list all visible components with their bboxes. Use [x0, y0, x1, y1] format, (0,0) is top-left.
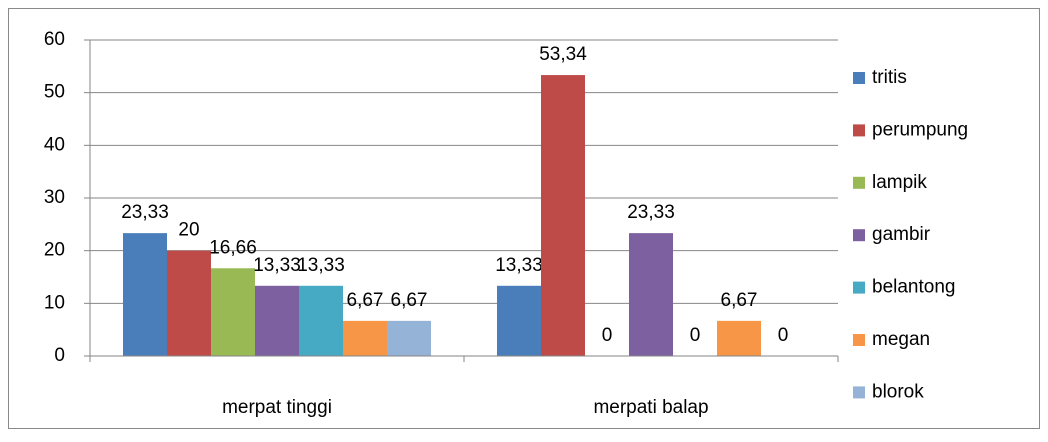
- bar: [497, 285, 541, 356]
- y-tick-label: 20: [44, 240, 65, 261]
- data-label: 0: [690, 325, 701, 346]
- legend-swatch: [853, 124, 865, 137]
- data-label: 13,33: [297, 255, 345, 276]
- data-label: 13,33: [495, 255, 543, 276]
- bar: [299, 285, 343, 356]
- legend-swatch: [853, 281, 865, 294]
- legend-label: perumpung: [872, 119, 968, 140]
- data-label: 23,33: [627, 202, 675, 223]
- bar: [167, 250, 211, 356]
- legend-label: gambir: [872, 224, 931, 245]
- legend-swatch: [853, 176, 865, 189]
- legend-label: belantong: [872, 277, 955, 298]
- data-label: 6,67: [721, 290, 758, 311]
- bar: [343, 320, 387, 356]
- y-tick-label: 10: [44, 292, 65, 313]
- bar: [255, 285, 299, 356]
- legend-label: lampik: [872, 172, 927, 193]
- data-label: 23,33: [121, 202, 169, 223]
- bar: [629, 233, 673, 356]
- bar: [123, 233, 167, 356]
- legend-swatch: [853, 72, 865, 84]
- legend-swatch: [853, 229, 865, 242]
- data-label: 0: [602, 325, 613, 346]
- legend-swatch: [853, 386, 865, 399]
- data-label: 0: [778, 325, 789, 346]
- legend-label: megan: [872, 329, 930, 350]
- bar: [211, 268, 255, 356]
- data-label: 53,34: [539, 44, 587, 65]
- chart-border: [8, 8, 1040, 429]
- bar: [387, 320, 431, 356]
- y-tick-label: 0: [54, 345, 65, 366]
- legend-label: blorok: [872, 381, 924, 402]
- data-label: 6,67: [391, 290, 428, 311]
- data-label: 6,67: [347, 290, 384, 311]
- legend-label: tritis: [872, 67, 907, 88]
- x-tick-label: merpati balap: [593, 397, 708, 418]
- x-tick-label: merpat tinggi: [222, 397, 332, 418]
- data-label: 16,66: [209, 237, 257, 258]
- y-tick-label: 60: [44, 29, 65, 50]
- y-tick-label: 50: [44, 82, 65, 103]
- y-tick-label: 30: [44, 187, 65, 208]
- bar: [717, 320, 761, 356]
- data-label: 13,33: [253, 255, 301, 276]
- bar: [541, 75, 585, 357]
- legend-swatch: [853, 334, 865, 346]
- y-tick-label: 40: [44, 134, 65, 155]
- data-label: 20: [178, 220, 199, 241]
